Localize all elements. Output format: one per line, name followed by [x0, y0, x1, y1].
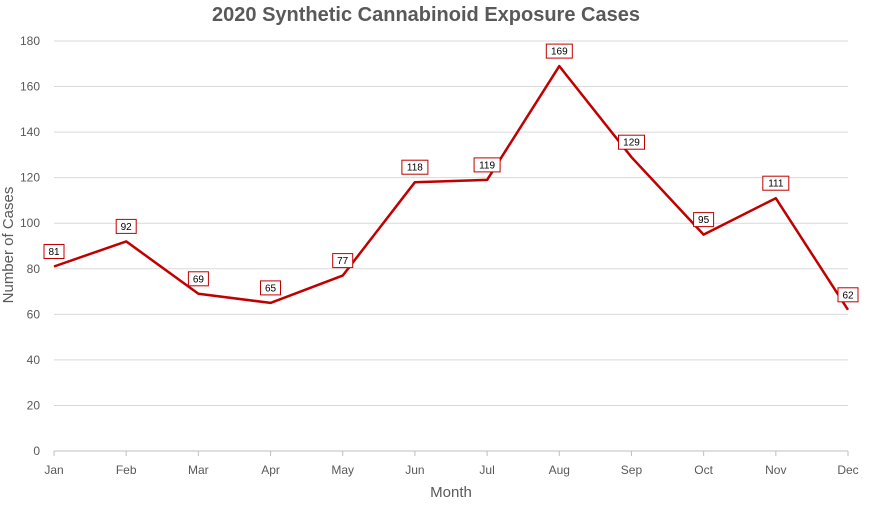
- data-label-box: [43, 244, 65, 259]
- data-label-text: 118: [407, 163, 423, 174]
- y-axis-title: Number of Cases: [0, 187, 17, 304]
- data-label-box: [115, 218, 137, 234]
- data-label-text: 62: [842, 290, 854, 301]
- data-label-text: 111: [768, 179, 784, 190]
- x-tick-label: Dec: [837, 463, 858, 477]
- data-label-text: 129: [623, 138, 640, 149]
- x-tick-label: Aug: [549, 463, 570, 477]
- data-label: 81: [43, 244, 65, 259]
- x-tick-label: Jun: [405, 463, 424, 477]
- y-tick-label: 180: [20, 34, 40, 48]
- data-label: 92: [115, 218, 137, 234]
- x-tick-label: Nov: [765, 463, 786, 477]
- x-tick-label: Oct: [694, 463, 713, 477]
- data-label-box: [618, 134, 645, 150]
- data-labels: 81 92 69 65 77 118 119 169 129 95 111 62: [43, 43, 859, 303]
- data-label-box: [332, 253, 354, 269]
- data-label: 65: [260, 280, 281, 296]
- x-tick-label: Sep: [621, 463, 643, 477]
- x-tick-label: Mar: [188, 463, 209, 477]
- data-label-text: 92: [121, 222, 133, 233]
- data-label-box: [762, 175, 790, 191]
- y-tick-label: 120: [20, 171, 40, 185]
- x-tick-label: Apr: [261, 463, 280, 477]
- data-label-box: [693, 212, 715, 228]
- data-label: 95: [693, 212, 715, 228]
- data-label-text: 81: [48, 247, 60, 258]
- data-label-box: [545, 43, 573, 59]
- data-label-text: 69: [193, 274, 205, 285]
- y-tick-label: 40: [27, 353, 41, 367]
- chart-title: 2020 Synthetic Cannabinoid Exposure Case…: [212, 4, 640, 26]
- data-label-text: 65: [265, 283, 277, 294]
- x-tick-label: Jan: [44, 463, 63, 477]
- data-label: 118: [401, 159, 429, 175]
- y-tick-label: 100: [20, 216, 40, 230]
- data-label: 119: [473, 157, 501, 173]
- data-label: 169: [545, 43, 573, 59]
- series-line: [53, 64, 850, 311]
- y-tick-label: 60: [27, 307, 41, 321]
- data-label-text: 95: [698, 215, 710, 226]
- y-tick-label: 80: [27, 262, 41, 276]
- data-label: 69: [187, 271, 209, 287]
- y-axis-ticks: 0 20 40 60 80 100 120 140 160 180: [20, 34, 40, 458]
- x-axis-title: Month: [430, 484, 472, 501]
- data-label-text: 119: [479, 160, 495, 171]
- data-label-box: [473, 157, 501, 173]
- y-tick-label: 20: [27, 398, 41, 412]
- gridlines: [54, 40, 848, 452]
- data-label: 62: [837, 287, 859, 303]
- data-label-box: [260, 280, 281, 296]
- x-tick-label: May: [331, 463, 354, 477]
- series-lines: [53, 64, 850, 311]
- data-label-text: 169: [551, 47, 568, 58]
- y-tick-label: 0: [33, 444, 40, 458]
- x-axis-ticks: Jan Feb Mar Apr May Jun Jul Aug Sep Oct Nov Dec: [44, 451, 859, 477]
- data-label: 111: [762, 175, 790, 191]
- y-tick-label: 140: [20, 125, 40, 139]
- data-label-box: [187, 271, 209, 287]
- data-label: 129: [618, 134, 645, 150]
- y-tick-label: 160: [20, 80, 40, 94]
- x-tick-label: Jul: [479, 463, 494, 477]
- data-label-text: 77: [337, 256, 349, 267]
- data-label-box: [401, 159, 429, 175]
- data-label: 77: [332, 253, 354, 269]
- data-label-box: [837, 287, 859, 303]
- x-tick-label: Feb: [116, 463, 137, 477]
